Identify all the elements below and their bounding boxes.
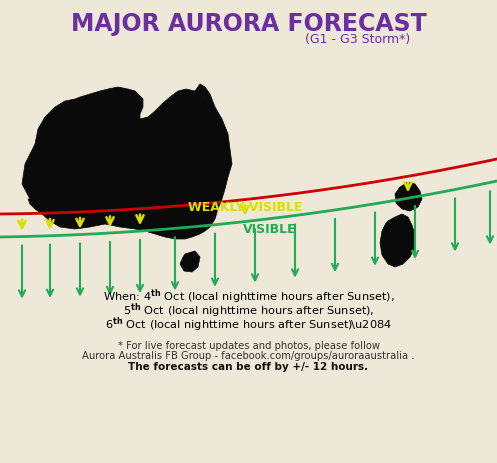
Text: WEAKLY VISIBLE: WEAKLY VISIBLE [188,201,302,214]
Text: MAJOR AURORA FORECAST: MAJOR AURORA FORECAST [71,12,426,36]
Text: * For live forecast updates and photos, please follow: * For live forecast updates and photos, … [117,340,380,350]
Text: Aurora Australis FB Group - facebook.com/groups/auroraaustralia .: Aurora Australis FB Group - facebook.com… [82,350,415,361]
Text: The forecasts can be off by +/- 12 hours.: The forecasts can be off by +/- 12 hours… [128,362,369,372]
Polygon shape [180,251,200,272]
Text: 5$^{\mathbf{th}}$ Oct (local nighttime hours after Sunset),: 5$^{\mathbf{th}}$ Oct (local nighttime h… [123,301,374,319]
Text: 6$^{\mathbf{th}}$ Oct (local nighttime hours after Sunset)\u2084: 6$^{\mathbf{th}}$ Oct (local nighttime h… [105,315,392,333]
Polygon shape [195,85,215,108]
Polygon shape [22,88,232,239]
Text: When: 4$^{\mathbf{th}}$ Oct (local nighttime hours after Sunset),: When: 4$^{\mathbf{th}}$ Oct (local night… [103,287,394,306]
Text: VISIBLE: VISIBLE [243,223,297,236]
Text: (G1 - G3 Storm*): (G1 - G3 Storm*) [305,33,411,46]
Polygon shape [380,214,415,268]
Polygon shape [395,182,422,212]
